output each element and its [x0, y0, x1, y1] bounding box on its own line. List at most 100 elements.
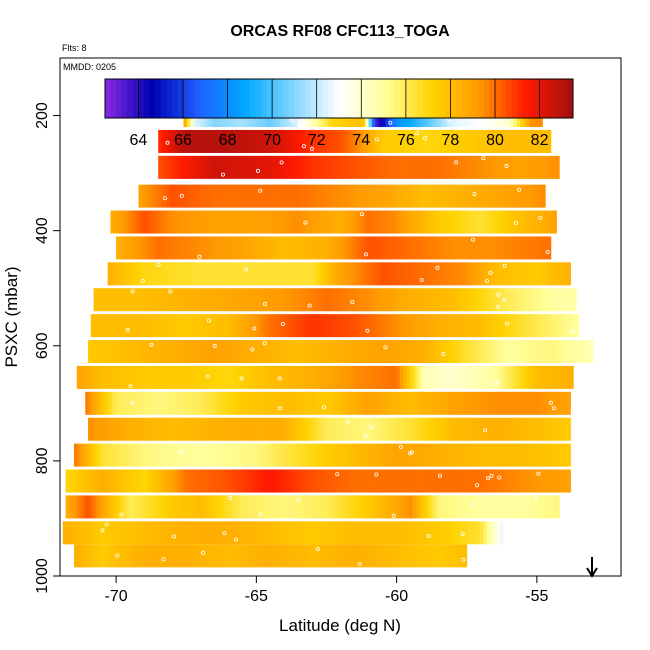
heatmap-cell — [299, 262, 304, 286]
heatmap-cell — [235, 288, 239, 312]
heatmap-cell — [306, 443, 311, 467]
heatmap-cell — [156, 495, 161, 519]
heatmap-cell — [116, 236, 120, 260]
heatmap-cell — [168, 340, 173, 364]
heatmap-cell — [538, 262, 543, 286]
heatmap-cell — [525, 155, 529, 179]
heatmap-cell — [376, 210, 381, 234]
heatmap-cell — [89, 469, 93, 493]
heatmap-cell — [485, 184, 490, 208]
heatmap-cell — [540, 495, 544, 519]
heatmap-cell — [108, 391, 113, 415]
heatmap-cell — [85, 495, 90, 519]
heatmap-cell — [529, 184, 533, 208]
heatmap-cell — [66, 521, 70, 545]
heatmap-cell — [157, 210, 162, 234]
heatmap-cell — [138, 340, 143, 364]
heatmap-cell — [500, 210, 505, 234]
heatmap-cell — [430, 288, 435, 312]
heatmap-cell — [178, 443, 183, 467]
heatmap-cell — [414, 417, 419, 441]
heatmap-cell — [198, 155, 203, 179]
heatmap-cell — [374, 391, 379, 415]
heatmap-cell — [118, 391, 123, 415]
heatmap-cell — [564, 365, 569, 389]
sample-marker — [168, 289, 173, 294]
heatmap-cell — [270, 495, 275, 519]
heatmap-cell — [413, 288, 418, 312]
colorbar-swatch — [539, 79, 546, 118]
heatmap-cell — [196, 495, 201, 519]
heatmap-cell — [259, 443, 263, 467]
heatmap-cell — [99, 469, 104, 493]
y-tick-label: 200 — [34, 102, 51, 129]
sample-marker — [488, 270, 493, 275]
heatmap-cell — [205, 417, 210, 441]
heatmap-cell — [364, 391, 369, 415]
heatmap-cell — [454, 155, 459, 179]
heatmap-cell — [371, 236, 376, 260]
heatmap-cell — [302, 155, 307, 179]
heatmap-cell — [365, 495, 369, 519]
heatmap-cell — [267, 391, 271, 415]
heatmap-cell — [478, 417, 483, 441]
heatmap-cell — [255, 129, 260, 153]
heatmap-cell — [314, 236, 319, 260]
sample-marker — [350, 299, 355, 304]
heatmap-cell — [149, 469, 154, 493]
heatmap-cell — [466, 495, 470, 519]
heatmap-cell — [339, 443, 344, 467]
heatmap-cell — [327, 391, 332, 415]
heatmap-cell — [437, 314, 442, 338]
heatmap-cell — [466, 236, 470, 260]
heatmap-cell — [539, 184, 543, 208]
heatmap-cell — [518, 443, 523, 467]
heatmap-cell — [520, 236, 524, 260]
heatmap-cell — [279, 155, 284, 179]
heatmap-cell — [168, 129, 173, 153]
heatmap-cell — [173, 469, 178, 493]
heatmap-cell — [295, 210, 300, 234]
heatmap-cell — [494, 262, 499, 286]
heatmap-cell — [410, 314, 415, 338]
colorbar-swatch — [522, 79, 529, 118]
heatmap-cell — [217, 469, 221, 493]
heatmap-cell — [461, 262, 465, 286]
heatmap-cell — [471, 262, 475, 286]
heatmap-cell — [330, 391, 335, 415]
heatmap-cell — [535, 129, 539, 153]
heatmap-cell — [111, 417, 116, 441]
colorbar-tick-label: 82 — [531, 132, 549, 149]
heatmap-cell — [561, 288, 566, 312]
heatmap-cell — [429, 236, 433, 260]
heatmap-cell — [126, 495, 130, 519]
heatmap-cell — [148, 184, 153, 208]
heatmap-cell — [171, 365, 175, 389]
heatmap-cell — [376, 129, 381, 153]
heatmap-cell — [378, 469, 383, 493]
heatmap-cell — [346, 262, 351, 286]
heatmap-cell — [387, 340, 392, 364]
heatmap-cell — [518, 262, 523, 286]
heatmap-cell — [350, 417, 355, 441]
heatmap-cell — [199, 391, 204, 415]
colorbar-tick-label: 66 — [174, 132, 192, 149]
heatmap-cell — [342, 288, 347, 312]
heatmap-cell — [209, 391, 214, 415]
heatmap-cell — [294, 469, 299, 493]
heatmap-cell — [326, 129, 331, 153]
heatmap-cell — [195, 262, 199, 286]
heatmap-cell — [553, 495, 558, 519]
heatmap-cell — [453, 365, 458, 389]
heatmap-cell — [187, 365, 192, 389]
heatmap-cell — [75, 469, 80, 493]
heatmap-cell — [349, 365, 354, 389]
heatmap-cell — [447, 544, 452, 568]
heatmap-cell — [530, 469, 534, 493]
heatmap-cell — [537, 365, 542, 389]
heatmap-cell — [144, 262, 149, 286]
heatmap-cell — [196, 236, 201, 260]
heatmap-cell — [465, 184, 469, 208]
heatmap-cell — [290, 184, 294, 208]
heatmap-cell — [288, 365, 293, 389]
